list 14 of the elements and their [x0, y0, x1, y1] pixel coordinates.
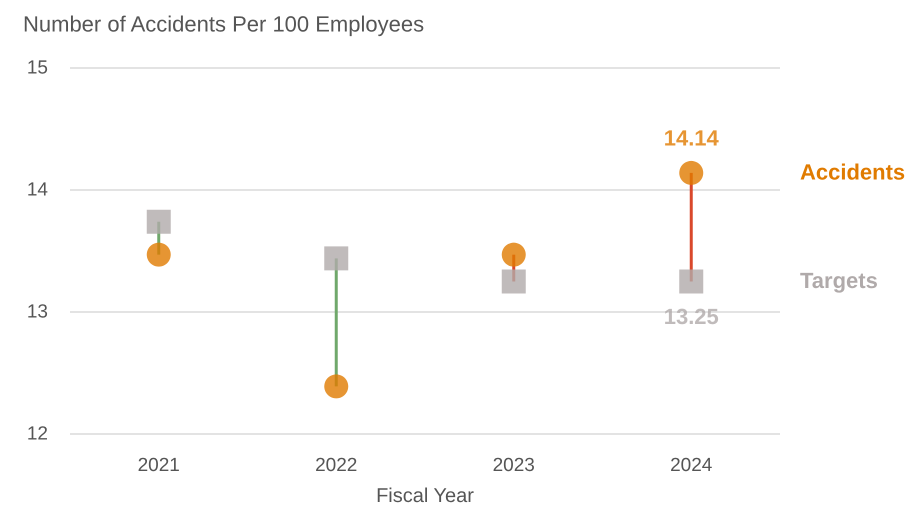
y-tick-label: 13: [26, 302, 48, 322]
y-tick-label: 14: [26, 180, 48, 200]
x-tick-label: 2022: [315, 455, 358, 476]
y-tick-label: 12: [26, 424, 48, 444]
chart-title: Number of Accidents Per 100 Employees: [23, 12, 424, 36]
text: Accidents: [800, 159, 906, 184]
data-label: 14.14: [664, 125, 720, 150]
x-tick-label: 2024: [670, 455, 713, 476]
text: Targets: [800, 268, 878, 293]
x-axis-title: Fiscal Year: [376, 485, 474, 507]
x-tick-label: 2021: [138, 455, 180, 476]
x-tick-label: 2023: [492, 455, 535, 476]
data-label: 13.25: [664, 304, 719, 329]
y-tick-label: 15: [26, 58, 48, 78]
